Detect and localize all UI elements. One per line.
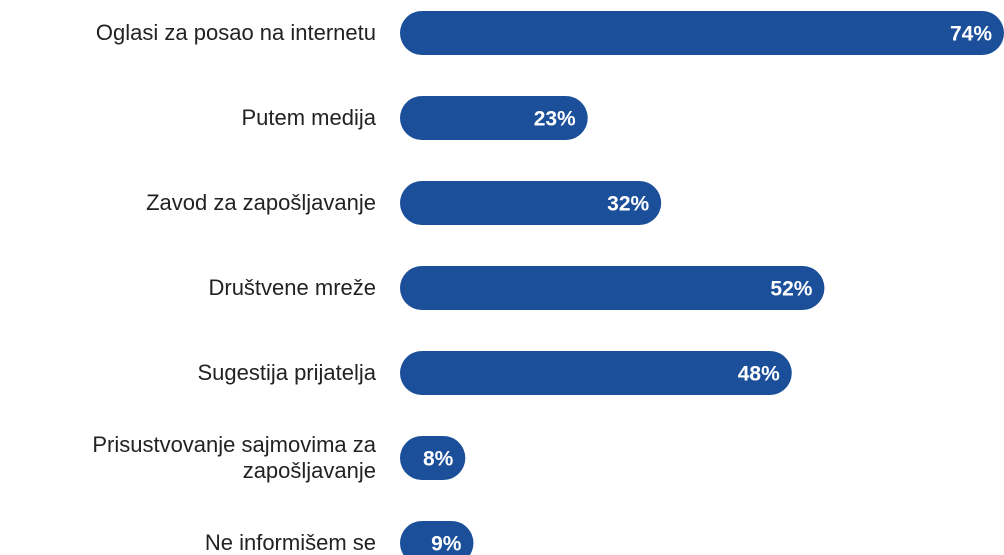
value-label: 32% [607, 193, 649, 216]
bar [400, 96, 588, 140]
category-label: Putem medija [241, 105, 376, 130]
category-label: Ne informišem se [204, 530, 376, 555]
category-label: Prisustvovanje sajmovima za zapošljavanj… [92, 432, 376, 483]
value-label: 52% [770, 278, 812, 301]
bar [400, 181, 662, 225]
bar [400, 351, 792, 395]
category-label: Zavod za zapošljavanje [146, 190, 376, 215]
value-label: 23% [534, 108, 576, 131]
value-label: 9% [431, 533, 462, 555]
value-label: 8% [423, 448, 454, 471]
value-label: 74% [950, 23, 992, 46]
category-label: Sugestija prijatelja [197, 360, 376, 385]
category-label: Oglasi za posao na internetu [95, 20, 376, 45]
bar [400, 11, 1004, 55]
bar [400, 266, 825, 310]
value-label: 48% [738, 363, 780, 386]
bar [400, 436, 466, 480]
category-label: Društvene mreže [208, 275, 376, 300]
bar [400, 521, 474, 555]
